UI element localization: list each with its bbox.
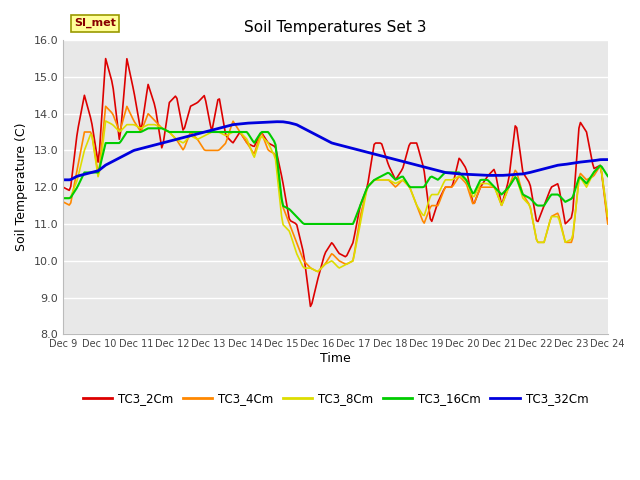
TC3_8Cm (314, 269, 322, 275)
TC3_4Cm (577, 170, 584, 176)
Line: TC3_2Cm: TC3_2Cm (63, 59, 608, 306)
TC3_16Cm (301, 221, 308, 227)
TC3_2Cm (307, 303, 314, 309)
TC3_2Cm (60, 184, 67, 190)
TC3_8Cm (299, 264, 307, 269)
Line: TC3_4Cm: TC3_4Cm (63, 106, 608, 272)
TC3_16Cm (250, 140, 258, 145)
TC3_2Cm (250, 144, 258, 149)
Title: Soil Temperatures Set 3: Soil Temperatures Set 3 (244, 20, 427, 35)
TC3_16Cm (241, 129, 249, 135)
TC3_16Cm (577, 174, 584, 180)
TC3_4Cm (102, 103, 109, 109)
TC3_8Cm (241, 134, 249, 140)
TC3_2Cm (577, 120, 584, 125)
TC3_8Cm (604, 214, 612, 219)
Line: TC3_8Cm: TC3_8Cm (63, 121, 608, 272)
TC3_8Cm (102, 118, 109, 124)
TC3_8Cm (577, 175, 584, 180)
TC3_32Cm (60, 177, 67, 183)
TC3_16Cm (223, 129, 231, 135)
Line: TC3_32Cm: TC3_32Cm (63, 122, 608, 180)
Line: TC3_16Cm: TC3_16Cm (63, 128, 608, 224)
TC3_16Cm (126, 129, 134, 135)
TC3_16Cm (144, 125, 152, 131)
TC3_4Cm (604, 221, 612, 227)
TC3_32Cm (249, 120, 257, 126)
TC3_32Cm (575, 159, 583, 165)
TC3_4Cm (314, 269, 322, 275)
TC3_8Cm (60, 195, 67, 201)
TC3_8Cm (223, 132, 231, 138)
TC3_32Cm (299, 125, 307, 131)
TC3_4Cm (250, 151, 258, 156)
TC3_8Cm (127, 122, 135, 128)
Legend: TC3_2Cm, TC3_4Cm, TC3_8Cm, TC3_16Cm, TC3_32Cm: TC3_2Cm, TC3_4Cm, TC3_8Cm, TC3_16Cm, TC3… (78, 387, 593, 410)
TC3_2Cm (223, 134, 231, 140)
TC3_4Cm (299, 256, 307, 262)
TC3_32Cm (272, 119, 280, 125)
TC3_32Cm (126, 150, 134, 156)
TC3_16Cm (604, 173, 612, 179)
TC3_8Cm (250, 155, 258, 160)
TC3_2Cm (127, 77, 135, 83)
Y-axis label: Soil Temperature (C): Soil Temperature (C) (15, 123, 28, 252)
TC3_2Cm (241, 137, 249, 143)
TC3_32Cm (240, 120, 248, 126)
TC3_4Cm (241, 137, 249, 143)
TC3_2Cm (102, 56, 109, 61)
X-axis label: Time: Time (320, 352, 351, 365)
TC3_2Cm (299, 247, 307, 253)
TC3_4Cm (60, 199, 67, 205)
TC3_32Cm (221, 124, 229, 130)
TC3_32Cm (604, 156, 612, 162)
TC3_4Cm (127, 113, 135, 119)
TC3_4Cm (223, 136, 231, 142)
TC3_16Cm (60, 195, 67, 201)
TC3_2Cm (604, 217, 612, 223)
Text: SI_met: SI_met (74, 18, 116, 28)
TC3_16Cm (299, 220, 307, 226)
